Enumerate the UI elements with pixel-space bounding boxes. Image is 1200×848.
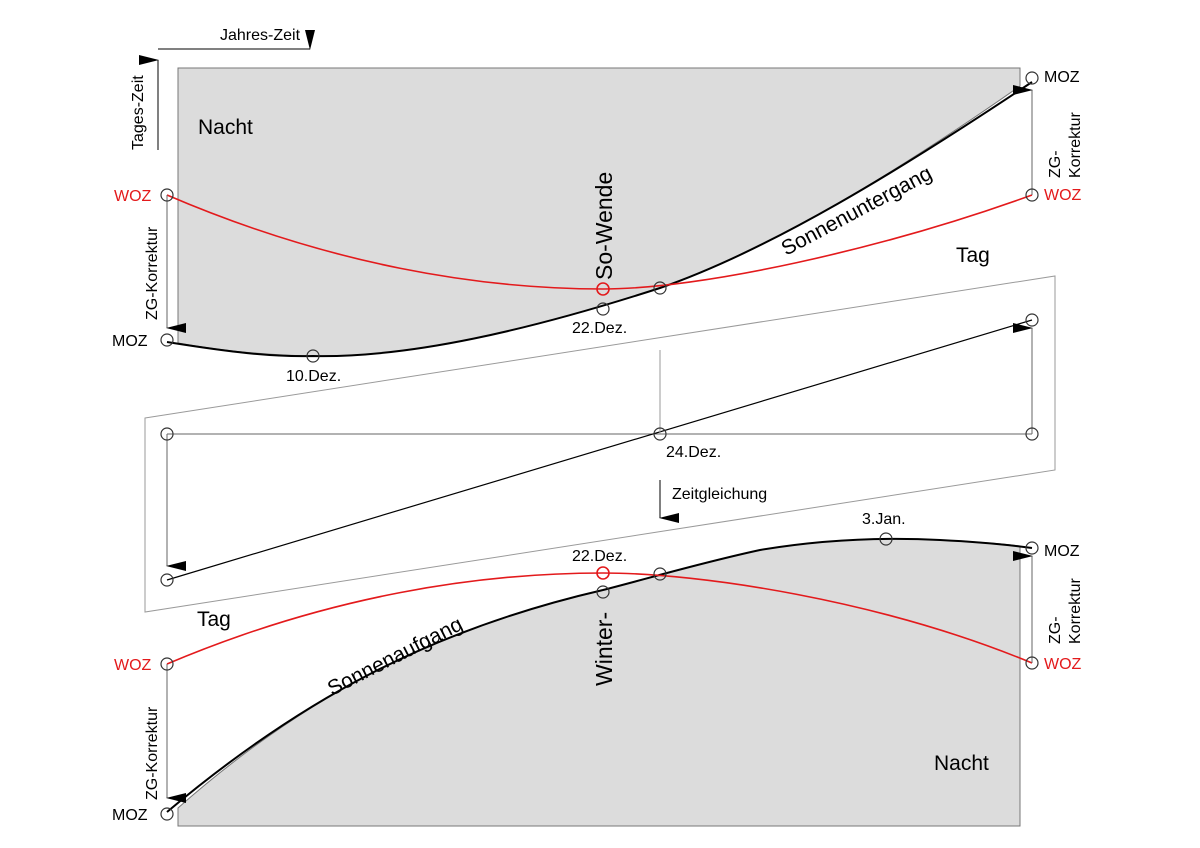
moz-label-bottom-left: MOZ xyxy=(112,807,148,824)
woz-label-top-left: WOZ xyxy=(114,188,152,205)
winter-solstice-label: Winter- xyxy=(591,612,617,686)
moz-label-bottom-right: MOZ xyxy=(1044,543,1080,560)
point-jan3 xyxy=(879,532,893,546)
woz-label-bottom-left: WOZ xyxy=(114,657,152,674)
point-solstice-bottom xyxy=(596,566,610,580)
point-moz-bottom-right xyxy=(1025,541,1039,555)
date-jan3: 3.Jan. xyxy=(862,511,906,528)
point-intersect-top xyxy=(653,281,667,295)
eot-frame xyxy=(144,275,1056,613)
date-dez22-top: 22.Dez. xyxy=(572,320,627,337)
point-eot-center xyxy=(653,427,667,441)
point-intersect-bottom xyxy=(653,567,667,581)
woz-curve-top xyxy=(166,194,1033,290)
night-label-bottom: Nacht xyxy=(934,752,989,775)
sunrise-curve xyxy=(166,537,1033,813)
point-eot-upper-right xyxy=(1025,313,1039,327)
point-eot-right xyxy=(1025,427,1039,441)
zg-top-right-line2: Korrektur xyxy=(1067,112,1084,178)
night-label-top: Nacht xyxy=(198,116,253,139)
woz-label-bottom-right: WOZ xyxy=(1044,656,1082,673)
point-moz-top-left xyxy=(160,333,174,347)
point-woz-bottom-right xyxy=(1025,656,1039,670)
date-dez10: 10.Dez. xyxy=(286,368,341,385)
x-axis-label: Jahres-Zeit xyxy=(220,27,301,44)
day-label-top: Tag xyxy=(956,244,990,267)
woz-label-top-right: WOZ xyxy=(1044,187,1082,204)
point-woz-bottom-left xyxy=(160,657,174,671)
zg-bottom-right-line1: ZG- xyxy=(1047,616,1064,644)
point-woz-top-left xyxy=(160,188,174,202)
point-woz-top-right xyxy=(1025,188,1039,202)
moz-label-top-right: MOZ xyxy=(1044,69,1080,86)
zg-top-right-line1: ZG- xyxy=(1047,150,1064,178)
zg-bottom-right-line2: Korrektur xyxy=(1067,578,1084,644)
equation-of-time-label: Zeitgleichung xyxy=(672,486,767,503)
point-moz-bottom-left xyxy=(160,807,174,821)
point-solstice-top xyxy=(596,282,610,296)
point-dez10 xyxy=(306,349,320,363)
point-dez22-bottom xyxy=(596,585,610,599)
point-eot-lower-left xyxy=(160,573,174,587)
point-eot-left xyxy=(160,427,174,441)
y-axis-label: Tages-Zeit xyxy=(130,75,147,150)
eot-diagonal xyxy=(166,319,1033,581)
point-moz-top-right xyxy=(1025,71,1039,85)
moz-label-top-left: MOZ xyxy=(112,333,148,350)
date-dez24: 24.Dez. xyxy=(666,444,721,461)
woz-curve-bottom xyxy=(166,572,1033,665)
day-label-bottom: Tag xyxy=(197,608,231,631)
zg-korrektur-bottom-left: ZG-Korrektur xyxy=(144,706,161,800)
point-dez22-top xyxy=(596,302,610,316)
date-dez22-bottom: 22.Dez. xyxy=(572,548,627,565)
zg-korrektur-top-left: ZG-Korrektur xyxy=(144,226,161,320)
summer-solstice-label: So-Wende xyxy=(591,172,617,280)
sunset-curve xyxy=(166,81,1033,358)
